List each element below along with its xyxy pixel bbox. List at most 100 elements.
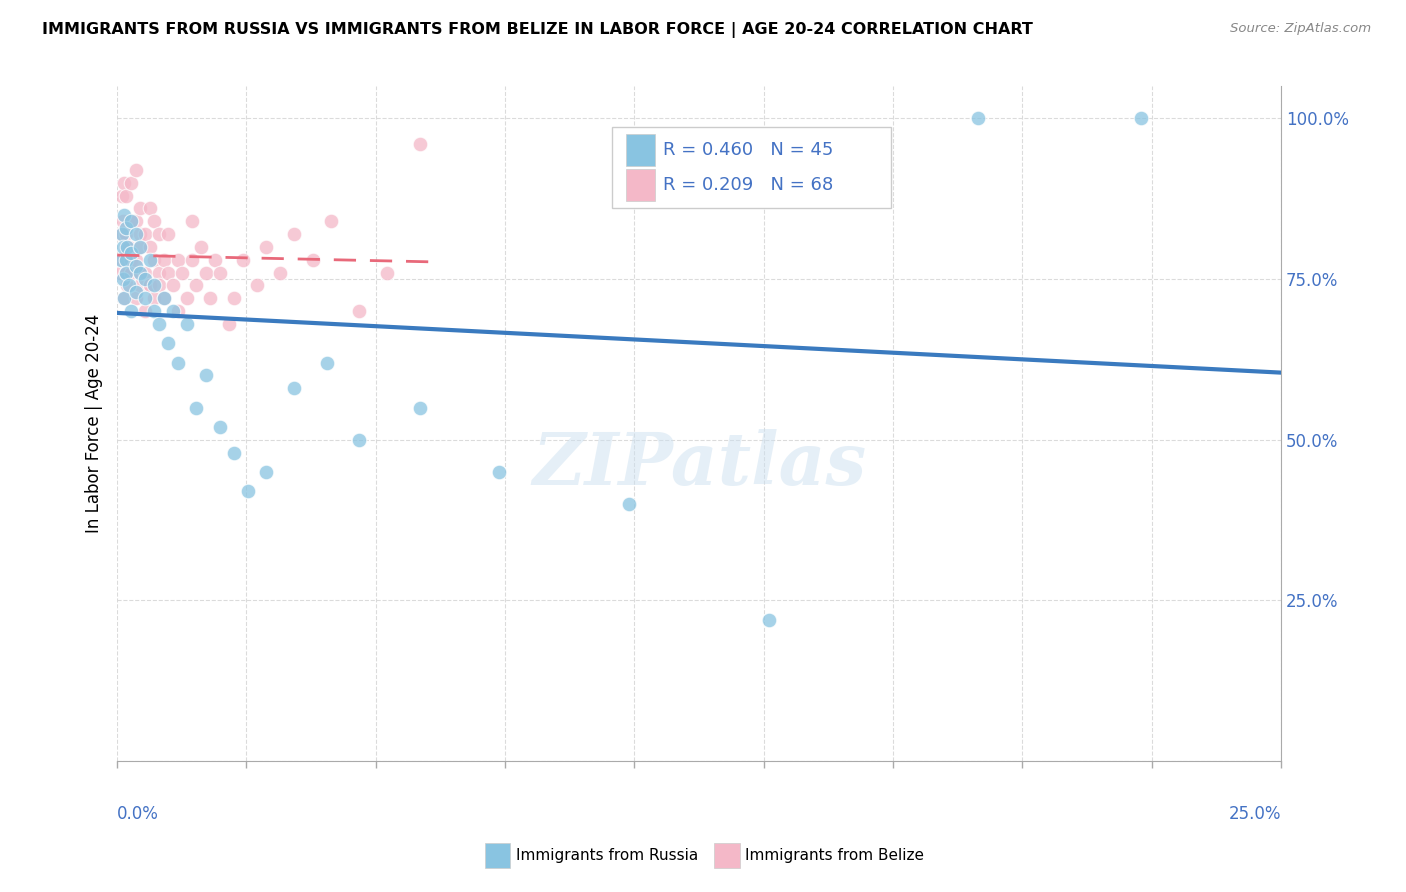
Point bbox=[232, 252, 254, 267]
Point bbox=[111, 214, 134, 228]
Point bbox=[111, 227, 134, 241]
Point bbox=[143, 304, 166, 318]
Text: Immigrants from Belize: Immigrants from Belize bbox=[745, 848, 924, 863]
Point bbox=[112, 176, 135, 190]
Point bbox=[111, 188, 134, 202]
Point bbox=[112, 291, 135, 305]
Point bbox=[114, 252, 136, 267]
Point bbox=[301, 252, 323, 267]
Point bbox=[148, 266, 170, 280]
Point bbox=[129, 240, 152, 254]
Point bbox=[115, 220, 138, 235]
Text: 0.0%: 0.0% bbox=[117, 805, 159, 822]
Point bbox=[111, 272, 134, 286]
Point bbox=[112, 208, 135, 222]
Text: ZIPatlas: ZIPatlas bbox=[531, 428, 866, 500]
Bar bbox=[612, 127, 891, 208]
Text: IMMIGRANTS FROM RUSSIA VS IMMIGRANTS FROM BELIZE IN LABOR FORCE | AGE 20-24 CORR: IMMIGRANTS FROM RUSSIA VS IMMIGRANTS FRO… bbox=[42, 22, 1033, 38]
Point bbox=[222, 291, 245, 305]
Text: R = 0.209   N = 68: R = 0.209 N = 68 bbox=[664, 176, 834, 194]
Point bbox=[254, 465, 277, 479]
Point bbox=[162, 304, 184, 318]
Point bbox=[194, 266, 217, 280]
Point bbox=[283, 227, 305, 241]
Point bbox=[112, 240, 135, 254]
Point bbox=[134, 304, 156, 318]
Point bbox=[118, 240, 141, 254]
Point bbox=[148, 227, 170, 241]
Point bbox=[139, 240, 162, 254]
Point bbox=[108, 266, 131, 280]
Point bbox=[134, 266, 156, 280]
Point bbox=[180, 252, 202, 267]
Text: R = 0.460   N = 45: R = 0.460 N = 45 bbox=[664, 141, 834, 159]
Point bbox=[139, 252, 162, 267]
Point bbox=[166, 304, 188, 318]
Point bbox=[180, 214, 202, 228]
Point bbox=[120, 214, 142, 228]
Point bbox=[349, 433, 371, 447]
Point bbox=[125, 214, 148, 228]
Point bbox=[110, 227, 132, 241]
Point bbox=[236, 483, 259, 498]
Text: Immigrants from Russia: Immigrants from Russia bbox=[516, 848, 699, 863]
Point bbox=[321, 214, 343, 228]
Point bbox=[115, 227, 138, 241]
Point bbox=[190, 240, 212, 254]
Point bbox=[208, 266, 231, 280]
Point bbox=[134, 227, 156, 241]
Point bbox=[152, 291, 174, 305]
Point bbox=[120, 246, 142, 260]
Text: Source: ZipAtlas.com: Source: ZipAtlas.com bbox=[1230, 22, 1371, 36]
Point bbox=[129, 266, 152, 280]
Point bbox=[129, 278, 152, 293]
Point bbox=[134, 291, 156, 305]
Point bbox=[246, 278, 269, 293]
Point bbox=[186, 278, 208, 293]
Point bbox=[120, 176, 142, 190]
Y-axis label: In Labor Force | Age 20-24: In Labor Force | Age 20-24 bbox=[86, 314, 103, 533]
Point bbox=[157, 266, 180, 280]
Point bbox=[409, 137, 432, 152]
Point bbox=[120, 252, 142, 267]
Point bbox=[139, 278, 162, 293]
Point bbox=[118, 278, 141, 293]
Point bbox=[218, 317, 240, 331]
Point bbox=[172, 266, 194, 280]
Point bbox=[120, 266, 142, 280]
Point bbox=[1130, 112, 1153, 126]
Point bbox=[222, 445, 245, 459]
Point bbox=[186, 401, 208, 415]
Point bbox=[120, 304, 142, 318]
Point bbox=[283, 381, 305, 395]
Point bbox=[409, 401, 432, 415]
Point bbox=[254, 240, 277, 254]
Point bbox=[125, 259, 148, 273]
Point bbox=[157, 336, 180, 351]
Point bbox=[148, 317, 170, 331]
Point bbox=[125, 291, 148, 305]
Point bbox=[115, 266, 138, 280]
Point bbox=[166, 355, 188, 369]
Point bbox=[117, 278, 139, 293]
Point bbox=[111, 252, 134, 267]
Point bbox=[112, 291, 135, 305]
Point bbox=[129, 240, 152, 254]
Point bbox=[129, 266, 152, 280]
Point bbox=[129, 227, 152, 241]
Point bbox=[162, 278, 184, 293]
Point bbox=[157, 227, 180, 241]
Point bbox=[176, 317, 198, 331]
Point bbox=[115, 266, 138, 280]
Point bbox=[115, 188, 138, 202]
Point bbox=[208, 419, 231, 434]
Point bbox=[315, 355, 337, 369]
Point bbox=[152, 291, 174, 305]
Point bbox=[117, 240, 139, 254]
Point bbox=[204, 252, 226, 267]
Point bbox=[143, 291, 166, 305]
Point bbox=[125, 252, 148, 267]
Point bbox=[375, 266, 398, 280]
Point bbox=[114, 240, 136, 254]
Bar bbox=[626, 134, 655, 166]
